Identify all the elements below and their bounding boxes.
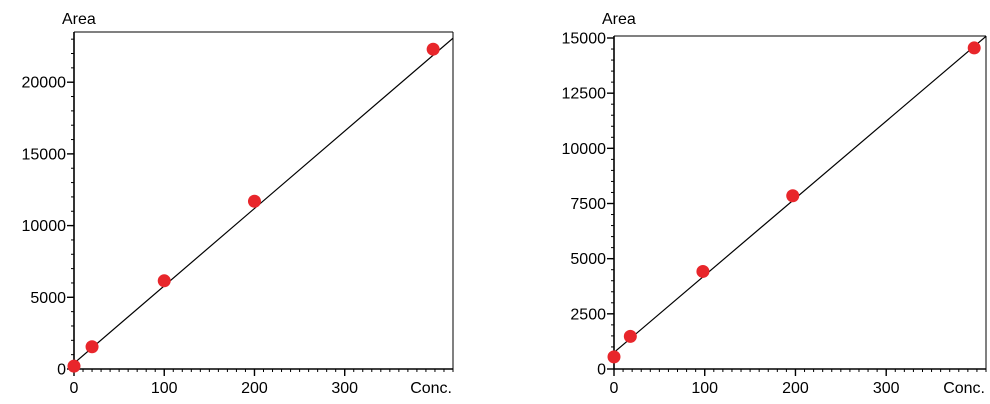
data-point xyxy=(86,340,99,353)
data-point xyxy=(608,350,621,363)
x-tick-label: 0 xyxy=(70,380,79,397)
data-point xyxy=(696,265,709,278)
y-tick-label: 0 xyxy=(57,362,66,379)
data-point xyxy=(248,195,261,208)
fit-line xyxy=(614,32,990,352)
y-tick-label: 10000 xyxy=(22,218,67,235)
y-tick-label: 7500 xyxy=(570,196,606,213)
y-tick-label: 20000 xyxy=(22,75,67,92)
chart-1: 0 5000 10000 15000 20000 0 100 200 300 Area Conc. xyxy=(22,11,461,397)
y-tick-label: 12500 xyxy=(562,86,607,103)
data-point xyxy=(427,43,440,56)
y-tick-label: 0 xyxy=(597,362,606,379)
x-tick-label: 0 xyxy=(610,380,619,397)
x-tick-label: 100 xyxy=(151,380,178,397)
data-point xyxy=(968,41,981,54)
data-point xyxy=(624,330,637,343)
x-axis-label: Conc. xyxy=(943,380,985,397)
chart-2: 0 2500 5000 7500 10000 12500 15000 0 100 200 300 Ar… xyxy=(562,11,990,397)
data-point xyxy=(786,189,799,202)
x-tick-label: 200 xyxy=(241,380,268,397)
y-tick-label: 5000 xyxy=(30,290,66,307)
y-tick-label: 5000 xyxy=(570,251,606,268)
data-point xyxy=(158,274,171,287)
y-axis-label: Area xyxy=(602,11,636,28)
fit-line xyxy=(74,32,460,363)
y-axis-label: Area xyxy=(62,11,96,28)
y-tick-label: 15000 xyxy=(22,146,67,163)
x-tick-label: 300 xyxy=(873,380,900,397)
x-tick-label: 200 xyxy=(782,380,809,397)
y-tick-label: 10000 xyxy=(562,141,607,158)
x-tick-label: 300 xyxy=(331,380,358,397)
x-axis-label: Conc. xyxy=(410,380,452,397)
y-tick-label: 2500 xyxy=(570,306,606,323)
data-point xyxy=(68,360,81,373)
y-tick-label: 15000 xyxy=(562,31,607,48)
x-tick-label: 100 xyxy=(691,380,718,397)
